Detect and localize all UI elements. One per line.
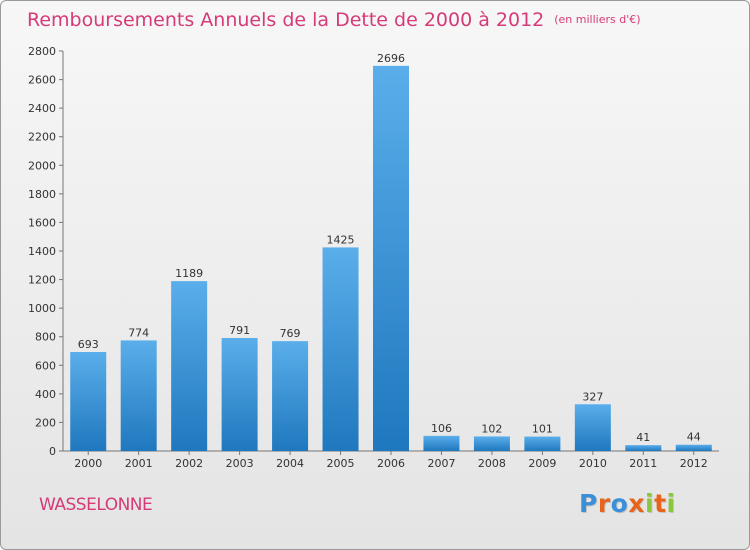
data-label: 327 xyxy=(582,390,603,403)
bar xyxy=(171,281,208,451)
bar xyxy=(625,445,662,451)
data-label: 774 xyxy=(128,326,149,339)
x-tick-label: 2012 xyxy=(680,457,708,470)
bar xyxy=(373,65,409,451)
logo-letter: t xyxy=(654,489,667,518)
y-tick-label: 1800 xyxy=(28,188,56,201)
bar xyxy=(221,338,258,451)
bar xyxy=(70,352,107,451)
x-tick-label: 2004 xyxy=(276,457,304,470)
chart-title-text: Remboursements Annuels de la Dette de 20… xyxy=(27,9,545,31)
y-tick-label: 1200 xyxy=(28,274,56,287)
x-tick-label: 2007 xyxy=(427,457,455,470)
y-tick-label: 2600 xyxy=(28,74,56,87)
data-label: 102 xyxy=(481,422,502,435)
logo-letter: o xyxy=(610,489,629,518)
x-tick-label: 2003 xyxy=(226,457,254,470)
x-tick-label: 2008 xyxy=(478,457,506,470)
x-tick-label: 2006 xyxy=(377,457,405,470)
y-tick-label: 200 xyxy=(35,416,56,429)
y-tick-label: 2400 xyxy=(28,102,56,115)
x-tick-label: 2011 xyxy=(629,457,657,470)
x-tick-label: 2000 xyxy=(74,457,102,470)
data-label: 693 xyxy=(78,338,99,351)
bar xyxy=(473,436,510,451)
data-label: 769 xyxy=(280,327,301,340)
bars-layer xyxy=(70,65,712,451)
x-tick-label: 2005 xyxy=(327,457,355,470)
x-tick-label: 2001 xyxy=(125,457,153,470)
bar xyxy=(524,436,561,451)
y-tick-label: 2000 xyxy=(28,159,56,172)
bar xyxy=(574,404,611,451)
y-tick-label: 0 xyxy=(49,445,56,458)
logo-letter: r xyxy=(597,489,611,518)
y-tick-label: 1600 xyxy=(28,216,56,229)
x-tick-label: 2002 xyxy=(175,457,203,470)
bar xyxy=(272,341,309,451)
x-tick-label: 2009 xyxy=(528,457,556,470)
bar xyxy=(120,340,157,451)
chart-unit: (en milliers d'€) xyxy=(554,13,641,26)
data-label: 791 xyxy=(229,324,250,337)
commune-name: WASSELONNE xyxy=(39,495,153,515)
bar xyxy=(322,247,359,451)
proxiti-logo: Proxiti xyxy=(579,489,676,518)
bar xyxy=(423,435,460,451)
logo-letter: i xyxy=(645,489,655,518)
y-tick-label: 800 xyxy=(35,331,56,344)
data-label: 2696 xyxy=(377,52,405,65)
labels-layer: 2000 693 2001 774 2002 1189 2003 791 2004 769 2005… xyxy=(74,52,708,470)
logo-letter: x xyxy=(628,489,645,518)
y-tick-label: 1400 xyxy=(28,245,56,258)
y-tick-label: 2800 xyxy=(28,45,56,58)
data-label: 1189 xyxy=(175,267,203,280)
y-tick-label: 2200 xyxy=(28,131,56,144)
y-tick-label: 600 xyxy=(35,359,56,372)
data-label: 106 xyxy=(431,422,452,435)
data-label: 44 xyxy=(687,431,701,444)
chart-title: Remboursements Annuels de la Dette de 20… xyxy=(27,9,641,31)
data-label: 1425 xyxy=(327,233,355,246)
logo-letter: P xyxy=(579,489,598,518)
y-tick-label: 1000 xyxy=(28,302,56,315)
bar xyxy=(675,444,712,451)
logo-letter: i xyxy=(666,489,676,518)
data-label: 101 xyxy=(532,423,553,436)
data-label: 41 xyxy=(636,431,650,444)
y-tick-label: 400 xyxy=(35,388,56,401)
x-tick-label: 2010 xyxy=(579,457,607,470)
